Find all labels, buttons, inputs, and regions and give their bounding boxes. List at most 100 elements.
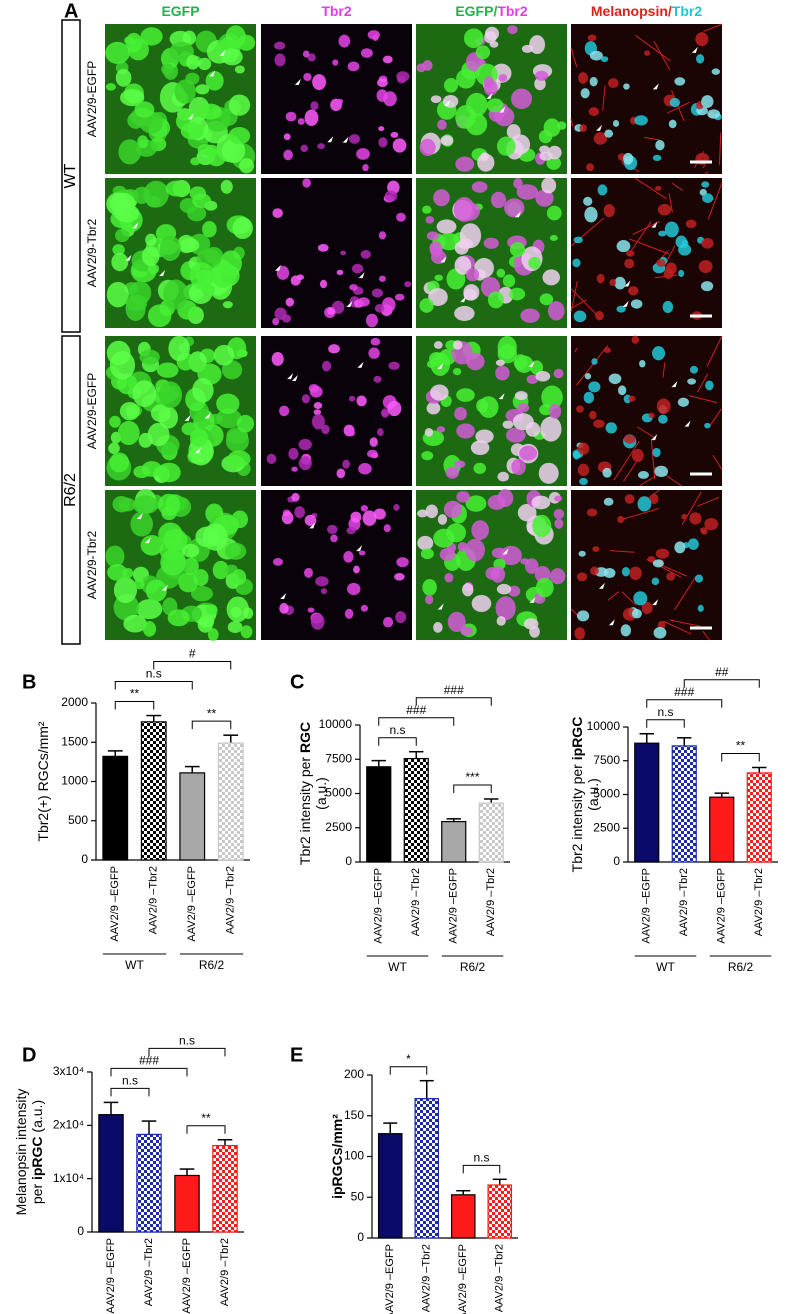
bar xyxy=(179,772,206,861)
cell xyxy=(502,274,516,288)
bar xyxy=(414,1098,440,1239)
label-part: Melanopsin intensity xyxy=(13,1089,29,1216)
cell xyxy=(595,310,604,321)
cell xyxy=(652,559,664,568)
cell xyxy=(592,546,600,552)
x-tick-label: AAV2/9 –EGFP xyxy=(186,866,198,942)
fiber xyxy=(718,132,722,165)
cell xyxy=(454,305,475,322)
arrowhead xyxy=(528,360,535,367)
cell xyxy=(576,572,588,582)
y-tick-label: 0 xyxy=(613,854,620,868)
cell xyxy=(387,400,402,417)
cell xyxy=(107,564,128,581)
cell xyxy=(317,244,329,252)
cell xyxy=(336,468,346,479)
cell xyxy=(182,557,199,576)
cell xyxy=(308,383,320,393)
fiber xyxy=(706,335,723,367)
cell xyxy=(454,256,472,275)
cell xyxy=(698,260,713,273)
cell xyxy=(612,120,620,127)
arrowhead xyxy=(357,361,364,368)
cell xyxy=(376,78,388,87)
cell xyxy=(504,198,525,218)
bar xyxy=(634,742,660,863)
label-part: Tbr2 intensity per xyxy=(569,760,585,872)
cell xyxy=(298,456,312,471)
cell xyxy=(597,184,608,196)
cell xyxy=(455,105,476,129)
cell xyxy=(454,460,466,469)
cell xyxy=(603,203,615,218)
cell xyxy=(574,627,586,640)
cell xyxy=(437,514,448,525)
cell xyxy=(136,599,163,620)
arrowhead xyxy=(652,83,659,90)
cell xyxy=(190,428,209,447)
x-tick-label: AAV2/9 –EGFP xyxy=(384,1244,396,1314)
y-axis-label: ipRGCs/mm² xyxy=(329,1114,345,1199)
fiber xyxy=(702,164,706,169)
cell xyxy=(541,385,563,410)
cell xyxy=(346,526,356,535)
cell xyxy=(222,301,233,309)
significance-bracket xyxy=(153,661,232,670)
cell xyxy=(532,514,552,538)
cell xyxy=(440,135,454,146)
significance-bracket xyxy=(148,1047,226,1057)
cell xyxy=(589,410,597,420)
cell xyxy=(608,78,619,89)
arrowhead xyxy=(596,124,603,131)
cell xyxy=(304,567,313,578)
significance-bracket xyxy=(453,784,492,793)
cell xyxy=(228,127,251,145)
cell xyxy=(301,394,311,404)
cell xyxy=(596,273,605,284)
cell xyxy=(484,31,497,44)
cell xyxy=(487,291,504,309)
cell xyxy=(285,297,295,307)
cell xyxy=(372,34,379,41)
cell xyxy=(600,56,609,63)
cell xyxy=(616,240,631,253)
y-tick-label: 10000 xyxy=(587,719,621,733)
arrowhead xyxy=(624,280,631,287)
cell xyxy=(454,406,467,421)
cell xyxy=(631,448,644,463)
cell xyxy=(547,145,562,160)
cell xyxy=(654,185,662,191)
cell xyxy=(156,362,179,378)
arrowhead xyxy=(219,49,226,56)
group-label: WT xyxy=(62,163,79,188)
cell xyxy=(473,462,487,474)
y-tick-label: 0 xyxy=(357,1230,364,1244)
cell xyxy=(349,284,358,291)
cell xyxy=(470,440,490,456)
cell xyxy=(483,237,499,249)
cell xyxy=(165,180,187,197)
cell xyxy=(652,346,666,361)
fiber xyxy=(653,40,671,71)
cell xyxy=(471,594,492,612)
cell xyxy=(310,613,325,630)
cell xyxy=(163,528,188,552)
cell xyxy=(226,596,249,623)
y-tick-label: 5000 xyxy=(325,786,352,800)
cell xyxy=(651,577,660,586)
cell xyxy=(603,347,611,353)
cell xyxy=(547,301,565,321)
cell xyxy=(169,41,195,62)
cell xyxy=(392,138,407,153)
label-part: RGC xyxy=(297,722,313,753)
cell xyxy=(108,442,120,455)
header-part: / xyxy=(493,3,497,19)
cell xyxy=(225,429,249,453)
cell xyxy=(297,118,305,125)
cell xyxy=(437,119,447,130)
fiber xyxy=(570,118,574,127)
cell xyxy=(374,304,385,313)
cell xyxy=(528,256,541,270)
cell xyxy=(520,558,529,565)
cell xyxy=(310,101,319,111)
